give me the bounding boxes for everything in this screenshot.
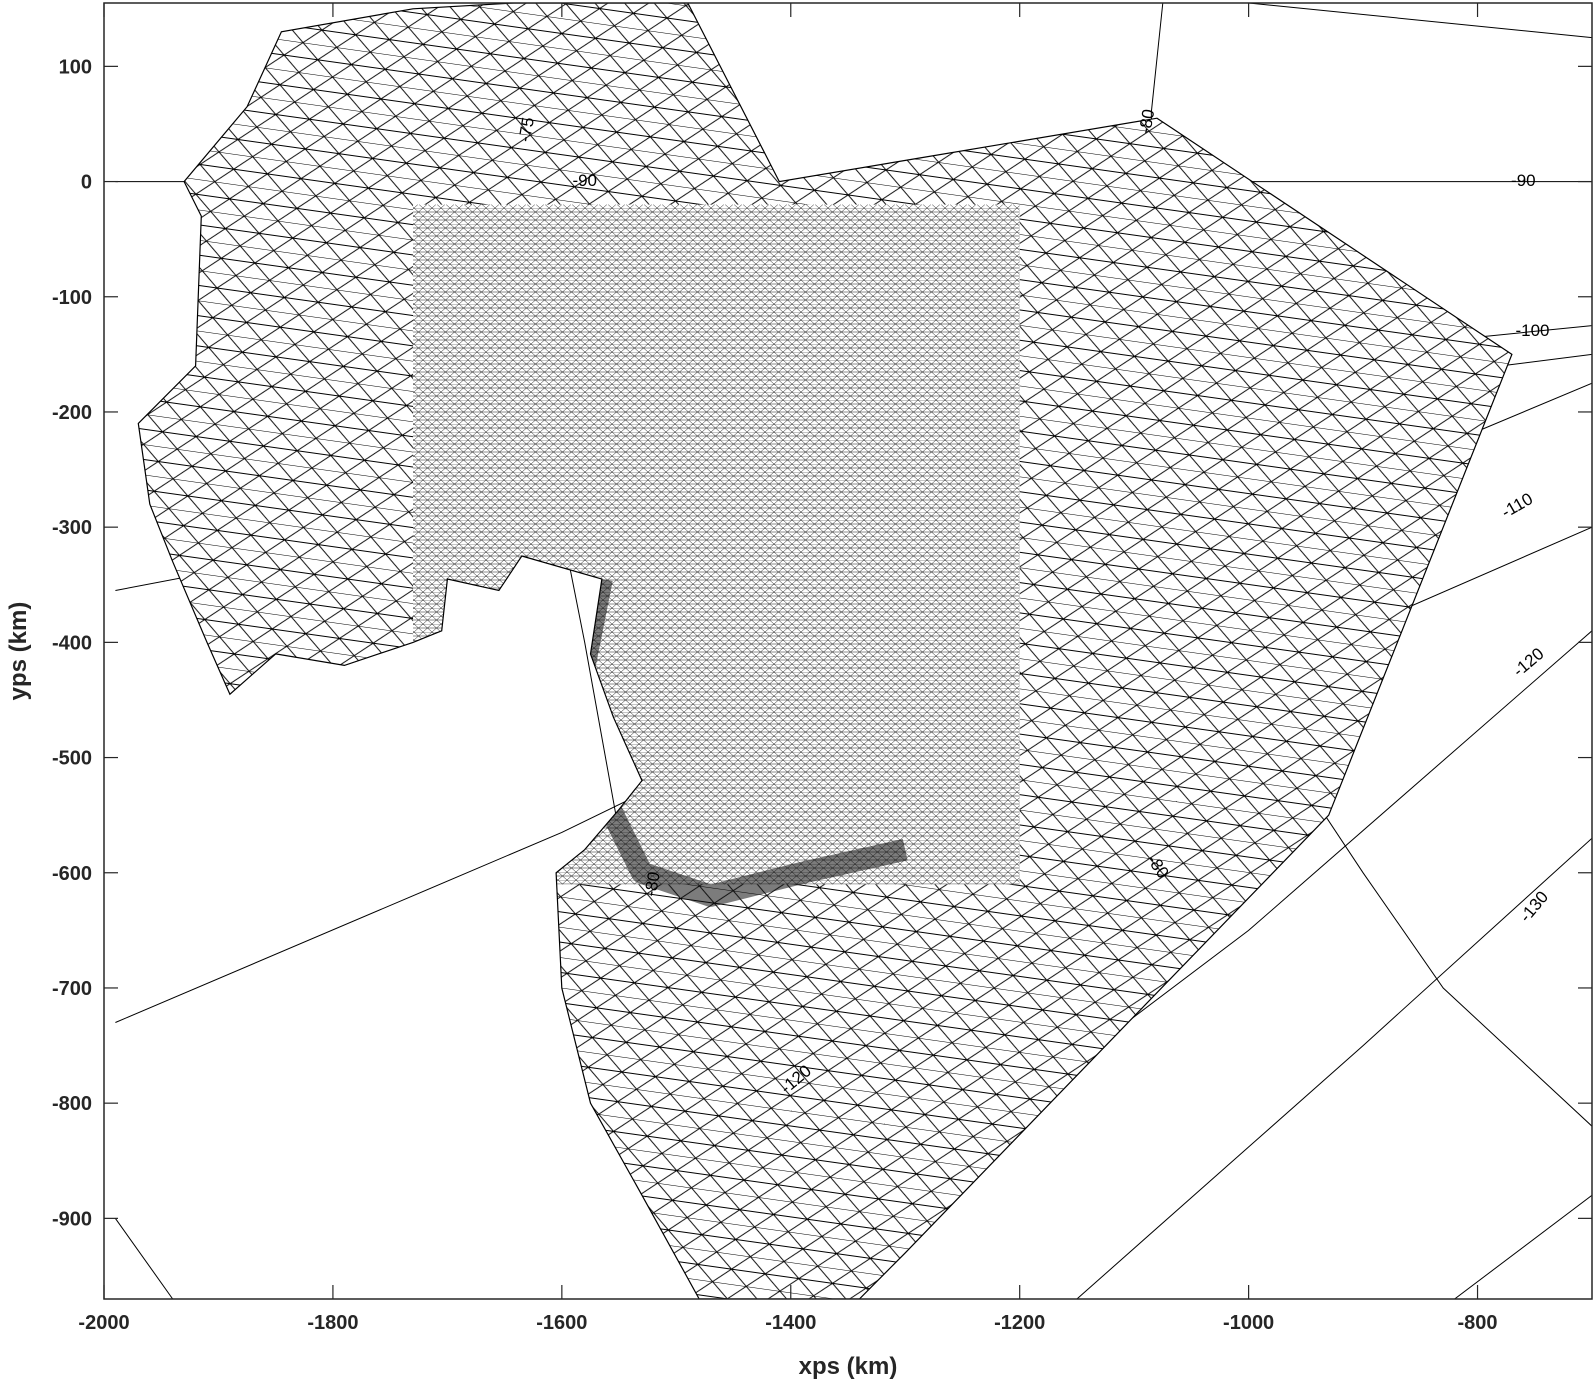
graticule-label-0: -75 <box>515 116 538 144</box>
y-tick-label-6: -500 <box>52 748 92 770</box>
x-tick-label-2: -1600 <box>536 1312 587 1334</box>
x-axis: -2000 -1800 -1600 -1400 -1200 -1000 -800 <box>78 3 1498 1334</box>
y-tick-label-3: -200 <box>52 402 92 424</box>
y-axis: 100 0 -100 -200 -300 -400 -500 -600 -700 -800 -900 <box>52 56 1592 1230</box>
x-tick-label-3: -1400 <box>765 1312 816 1334</box>
graticule-line-3 <box>1076 837 1592 1299</box>
graticule-label-3: -90 <box>1511 171 1536 190</box>
plot-frame <box>103 2 1593 1300</box>
graticule-label-2: -90 <box>572 171 597 190</box>
y-tick-label-10: -900 <box>52 1208 92 1230</box>
mesh-boundary <box>137 3 1513 1299</box>
graticule-label-10: -80 <box>641 870 664 898</box>
x-tick-label-4: -1200 <box>994 1312 1045 1334</box>
graticule-label-4: -100 <box>1515 321 1549 340</box>
y-axis-label: yps (km) <box>5 602 32 701</box>
y-tick-label-2: -100 <box>52 287 92 309</box>
x-tick-label-1: -1800 <box>307 1312 358 1334</box>
x-axis-label: xps (km) <box>799 1353 898 1380</box>
y-tick-label-9: -800 <box>52 1093 92 1115</box>
x-tick-label-6: -800 <box>1458 1312 1498 1334</box>
fine-mesh-region <box>413 204 1020 907</box>
graticule-line-6 <box>114 1218 174 1299</box>
graticule-label-5: -110 <box>1498 489 1536 522</box>
fine-mesh <box>413 204 1020 885</box>
graticule-line-4 <box>1454 1194 1592 1299</box>
y-tick-label-7: -600 <box>52 863 92 885</box>
mesh-domain <box>137 3 1513 1299</box>
graticule-line-11 <box>1248 3 1592 39</box>
y-tick-label-4: -300 <box>52 517 92 539</box>
graticule-label-1: -80 <box>1135 108 1158 136</box>
y-tick-label-8: -700 <box>52 978 92 1000</box>
y-tick-label-5: -400 <box>52 632 92 654</box>
graticule-label-7: -130 <box>1516 888 1552 926</box>
y-tick-label-0: 100 <box>59 56 92 78</box>
x-tick-label-5: -1000 <box>1223 1312 1274 1334</box>
plot-area: -75 -80-90 -90-100-110-120-130-80-120-80 <box>114 3 1592 1299</box>
y-tick-label-1: 0 <box>81 172 92 194</box>
x-tick-label-0: -2000 <box>78 1312 129 1334</box>
